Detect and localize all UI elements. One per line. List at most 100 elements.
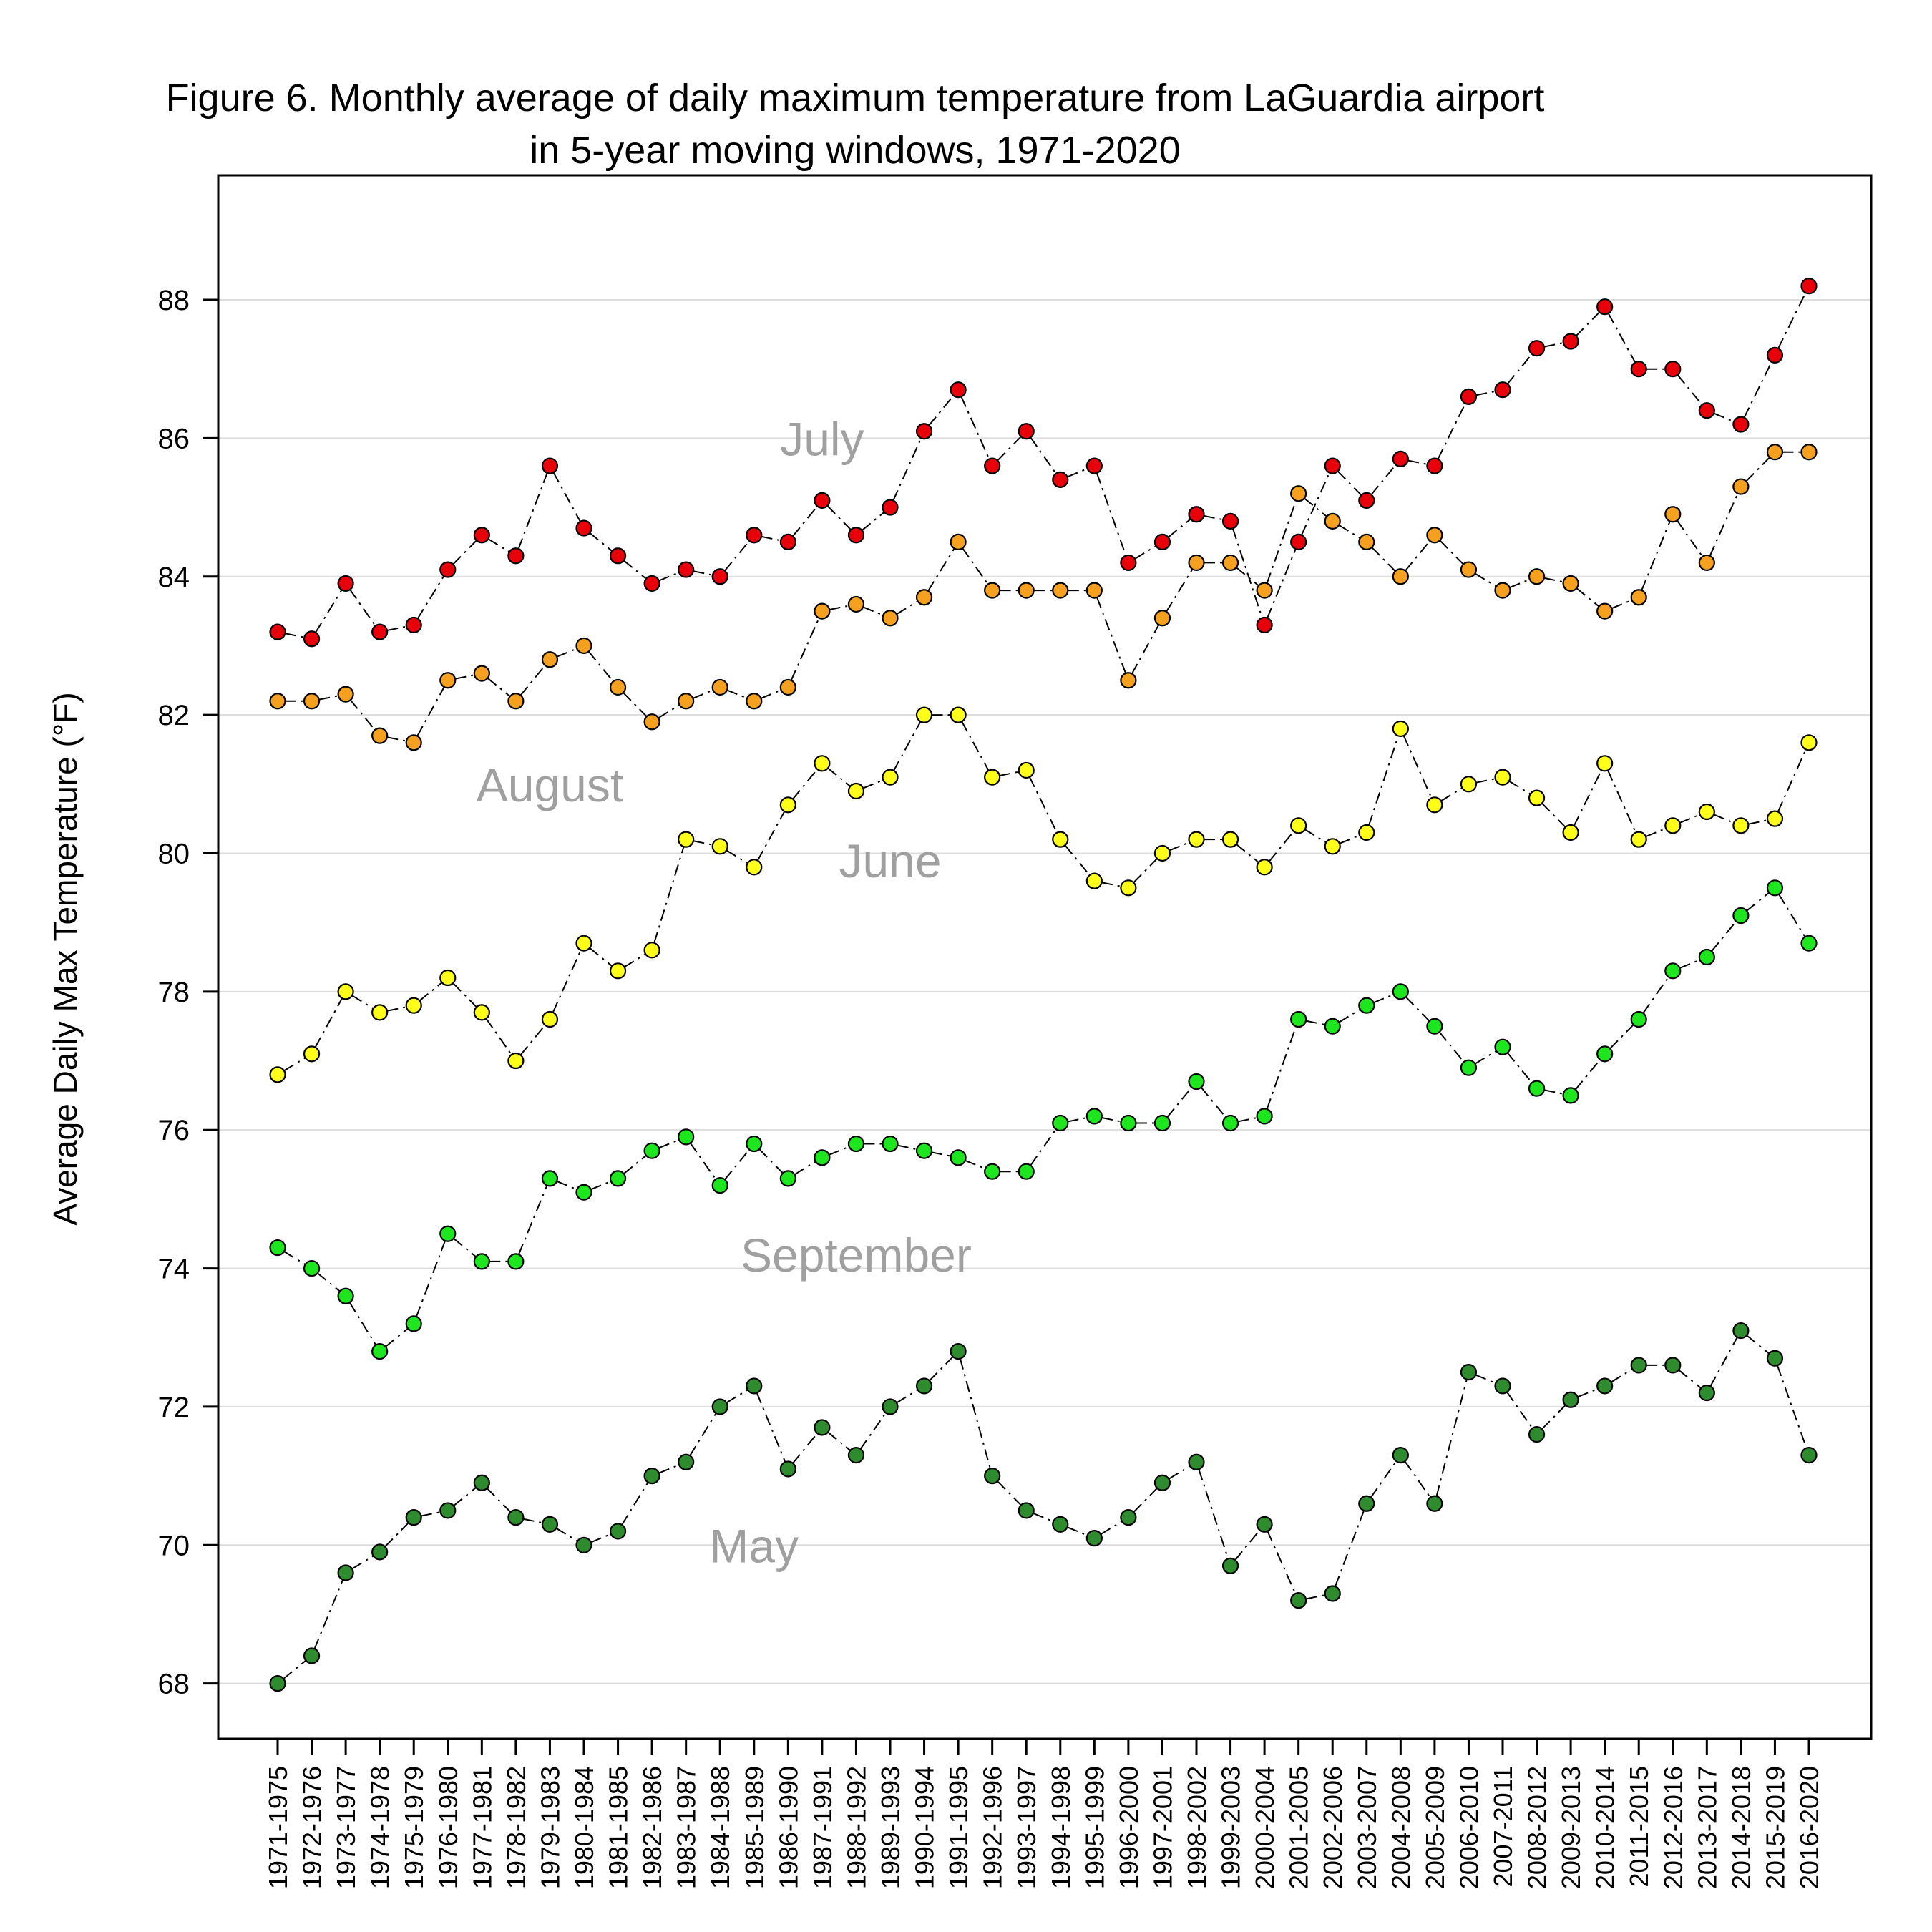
- series-segment: [658, 1464, 680, 1474]
- data-point: [609, 1170, 627, 1187]
- series-segment: [1267, 1531, 1297, 1594]
- series-segment: [896, 1389, 919, 1404]
- series-segment: [416, 575, 445, 620]
- data-point: [678, 1128, 695, 1146]
- x-tick-label: 2010-2014: [1591, 1766, 1620, 1889]
- series-segment: [653, 846, 685, 944]
- series-segment: [623, 560, 647, 580]
- series-segment: [349, 699, 376, 731]
- series-segment: [1713, 412, 1735, 423]
- data-point: [507, 1052, 525, 1070]
- series-segment: [556, 648, 578, 658]
- data-point: [1018, 582, 1035, 599]
- series-segment: [897, 1144, 917, 1151]
- series-segment: [1064, 844, 1091, 877]
- data-point: [814, 602, 831, 620]
- data-point: [1494, 769, 1511, 786]
- data-point: [1562, 1391, 1579, 1408]
- data-point: [1392, 720, 1409, 738]
- x-tick-label: 2008-2012: [1523, 1766, 1552, 1889]
- data-point: [1528, 340, 1546, 357]
- data-point: [1698, 803, 1715, 821]
- data-point: [984, 1468, 1001, 1485]
- series-segment: [313, 1579, 344, 1650]
- data-point: [1153, 533, 1171, 551]
- data-point: [1766, 346, 1784, 364]
- series-segment: [1747, 819, 1768, 825]
- series-segment: [487, 677, 511, 698]
- series-segment: [1543, 577, 1564, 583]
- data-point: [1256, 1516, 1273, 1533]
- data-point: [609, 962, 627, 980]
- data-point: [269, 623, 286, 640]
- x-tick-label: 2014-2018: [1727, 1766, 1756, 1889]
- data-point: [609, 678, 627, 696]
- series-segment: [1066, 467, 1088, 478]
- series-segment: [658, 1138, 680, 1149]
- series-segment: [1508, 578, 1531, 589]
- series-segment: [1338, 1008, 1361, 1023]
- series-segment: [1437, 402, 1466, 460]
- series-segment: [1231, 527, 1263, 619]
- data-point: [847, 527, 865, 544]
- data-point: [984, 1163, 1001, 1180]
- data-point: [541, 651, 559, 668]
- x-tick-label: 2007-2011: [1488, 1766, 1518, 1888]
- data-point: [950, 1342, 967, 1360]
- series-segment: [1305, 1020, 1326, 1026]
- series-segment: [1573, 769, 1603, 826]
- series-segment: [1506, 353, 1533, 385]
- x-tick-label: 1983-1987: [672, 1766, 701, 1889]
- series-segment: [1611, 599, 1633, 610]
- series-segment: [1200, 1086, 1226, 1118]
- data-point: [1153, 844, 1171, 862]
- series-segment: [454, 674, 475, 680]
- x-tick-label: 1978-1982: [502, 1766, 531, 1889]
- x-tick-label: 1973-1977: [331, 1766, 361, 1889]
- series-segment: [517, 1184, 548, 1256]
- x-tick-label: 2012-2016: [1659, 1766, 1688, 1889]
- data-point: [779, 1170, 796, 1187]
- series-segment: [1475, 778, 1496, 784]
- series-segment: [1096, 597, 1127, 674]
- data-point: [779, 533, 796, 551]
- series-segment: [962, 547, 989, 585]
- data-point: [1256, 1108, 1273, 1125]
- y-tick-label: 84: [158, 562, 190, 593]
- series-segment: [760, 689, 782, 699]
- data-point: [1698, 402, 1715, 419]
- series-segment: [1303, 497, 1328, 517]
- series-segment: [790, 617, 820, 681]
- data-point: [303, 1647, 321, 1664]
- data-point: [473, 1004, 490, 1021]
- data-point: [1460, 776, 1478, 793]
- x-tick-label: 2002-2006: [1318, 1766, 1347, 1889]
- data-point: [643, 942, 660, 959]
- data-point: [1630, 1010, 1647, 1028]
- data-point: [405, 997, 422, 1014]
- x-tick-label: 2011-2015: [1624, 1766, 1654, 1888]
- data-point: [847, 1447, 865, 1464]
- series-segment: [689, 1412, 717, 1457]
- data-point: [1426, 796, 1443, 814]
- data-point: [1221, 1114, 1239, 1132]
- series-segment: [999, 771, 1020, 777]
- series-segment: [828, 1146, 850, 1156]
- series-segment: [791, 768, 819, 800]
- series-segment: [1676, 519, 1704, 557]
- data-point: [609, 547, 627, 565]
- data-point: [711, 1176, 728, 1194]
- data-point: [1528, 789, 1546, 806]
- series-segment: [892, 721, 922, 771]
- series-segment: [1168, 1465, 1191, 1480]
- data-point: [1630, 831, 1647, 848]
- series-segment: [517, 472, 548, 550]
- data-point: [1324, 457, 1341, 474]
- series-segment: [1367, 735, 1400, 826]
- x-tick-label: 1980-1984: [570, 1766, 599, 1889]
- data-point: [678, 693, 695, 710]
- x-tick-label: 1976-1980: [434, 1766, 463, 1889]
- y-tick-label: 70: [158, 1530, 190, 1561]
- data-point: [746, 527, 763, 544]
- series-segment: [1709, 1336, 1738, 1387]
